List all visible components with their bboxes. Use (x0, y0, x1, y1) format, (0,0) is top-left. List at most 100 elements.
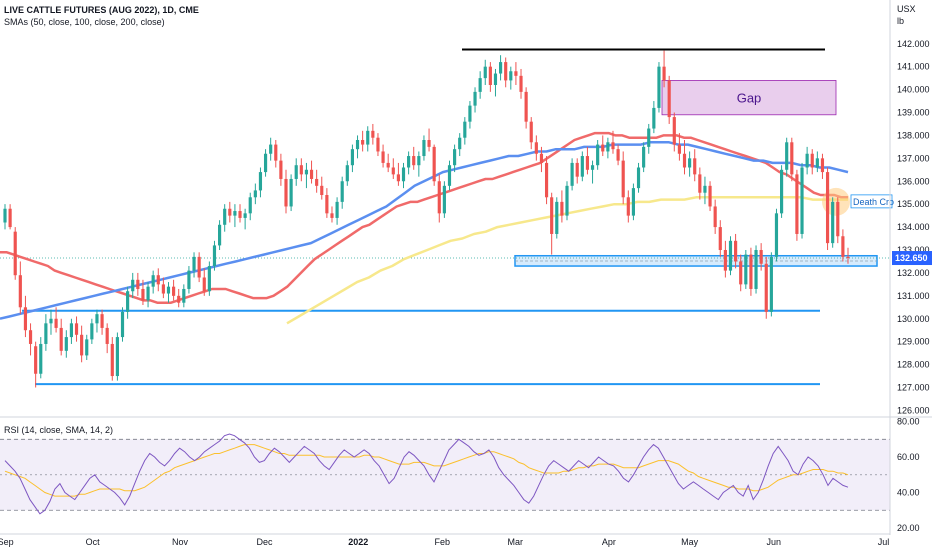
candle-body (621, 160, 625, 198)
candle (754, 245, 758, 294)
candle (294, 158, 298, 186)
candle-body (64, 337, 68, 351)
candle (774, 208, 779, 262)
candle (49, 309, 53, 335)
candle (544, 156, 549, 205)
candle (69, 318, 74, 344)
price-pane: Gap Death Cro (0, 48, 894, 388)
candle (187, 266, 191, 294)
candle-body (18, 275, 22, 308)
candle (39, 337, 43, 379)
candle-body (529, 121, 533, 143)
candle (243, 208, 247, 230)
price-tick-label: 138.000 (897, 130, 930, 140)
candle (493, 68, 498, 97)
price-tick-label: 142.000 (897, 39, 930, 49)
death-cross-label: Death Cro (853, 197, 894, 207)
candle-body (126, 291, 130, 312)
candle (274, 140, 278, 168)
candle-body (320, 185, 324, 195)
candle (299, 158, 303, 182)
candle (345, 160, 349, 186)
candle-body (151, 275, 155, 287)
candle (708, 181, 712, 212)
candle-body (785, 142, 789, 170)
candle (463, 117, 467, 145)
candle (688, 151, 692, 177)
candle-body (611, 142, 615, 150)
candle (524, 87, 528, 129)
candle (228, 201, 232, 223)
candle (391, 158, 395, 179)
candle-body (734, 240, 738, 262)
candle (831, 197, 835, 248)
price-tick-label: 135.000 (897, 199, 930, 209)
candle (498, 55, 503, 81)
candle-body (23, 307, 28, 331)
rsi-tick-label: 60.00 (897, 452, 920, 462)
candle-body (294, 165, 298, 179)
candle (810, 149, 814, 175)
candle (401, 162, 406, 189)
candle-body (504, 62, 508, 81)
candle-body (437, 181, 441, 214)
candle (85, 334, 89, 360)
candle-body (13, 231, 17, 276)
candle-body (54, 318, 58, 328)
candle (54, 307, 58, 333)
candle-body (478, 78, 482, 92)
candle (325, 188, 329, 218)
candle-body (652, 107, 656, 129)
candle-body (223, 208, 227, 225)
candle (120, 307, 125, 342)
candle-body (110, 343, 114, 377)
candle-body (688, 158, 692, 168)
candle-body (447, 165, 452, 186)
price-tick-label: 140.000 (897, 85, 930, 95)
candle (473, 87, 477, 113)
candle (611, 130, 615, 154)
candle-body (44, 323, 48, 344)
candle-body (846, 256, 850, 259)
time-tick-label: May (681, 537, 699, 547)
price-tick-label: 133.000 (897, 245, 930, 255)
time-tick-label: Mar (508, 537, 524, 547)
candle (698, 167, 702, 200)
candle (626, 190, 630, 223)
candle (110, 337, 114, 381)
candle (815, 151, 819, 173)
candle-body (340, 181, 344, 202)
candle-body (682, 153, 687, 168)
candle (8, 204, 12, 230)
candle-body (258, 172, 263, 191)
candle-body (795, 174, 799, 234)
candle-body (207, 266, 211, 292)
candle-body (626, 197, 630, 216)
candle (744, 250, 748, 289)
candle-body (141, 288, 145, 301)
candle-body (90, 323, 94, 340)
candle (34, 341, 38, 388)
candle-body (749, 254, 753, 289)
candle-body (161, 284, 165, 294)
candle-body (524, 91, 528, 122)
candle (514, 62, 518, 85)
price-tick-label: 126.000 (897, 405, 930, 415)
candle-body (677, 144, 681, 154)
candle (647, 123, 651, 154)
candle (529, 117, 533, 150)
chart-title: LIVE CATTLE FUTURES (AUG 2022), 1D, CME (4, 5, 199, 15)
candle-body (217, 224, 222, 246)
candle-body (412, 156, 416, 166)
time-tick-label: Sep (0, 537, 14, 547)
candle-body (616, 149, 620, 161)
candle (820, 153, 825, 179)
candle (734, 233, 738, 269)
time-tick-label: Jun (767, 537, 782, 547)
candle (289, 174, 293, 212)
candle-body (647, 128, 651, 147)
candle (790, 137, 794, 182)
candle-body (85, 339, 89, 356)
price-tick-label: 131.000 (897, 291, 930, 301)
